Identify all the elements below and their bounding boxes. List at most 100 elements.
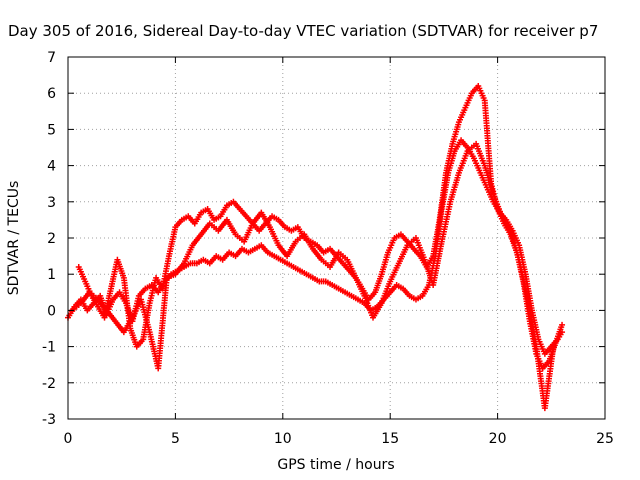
series-trace <box>279 257 288 266</box>
series-trace <box>257 222 267 232</box>
series-trace <box>105 309 117 323</box>
x-tick-label: 10 <box>274 431 292 447</box>
series-trace <box>241 247 250 255</box>
series-trace <box>71 302 82 312</box>
series-trace <box>111 291 121 301</box>
series-trace <box>277 218 287 229</box>
x-tick-label: 25 <box>596 431 614 447</box>
series-trace <box>305 272 314 280</box>
series-trace <box>388 283 398 294</box>
series-trace <box>200 207 209 215</box>
x-tick-label: 15 <box>381 431 399 447</box>
series-trace <box>335 254 345 265</box>
series-trace <box>331 283 340 291</box>
series-trace <box>430 219 443 257</box>
series-trace <box>215 254 224 262</box>
series-trace <box>478 172 489 188</box>
series-trace <box>79 291 91 305</box>
series-trace <box>379 280 393 304</box>
series-trace <box>459 139 469 149</box>
y-tick-label: 4 <box>47 159 56 175</box>
series-trace <box>232 200 242 211</box>
series-trace <box>328 247 338 258</box>
series-trace <box>292 265 301 273</box>
series-trace <box>144 283 153 291</box>
series-trace <box>322 247 331 255</box>
data-point <box>550 343 557 350</box>
series-trace <box>430 241 445 286</box>
series-trace <box>386 237 397 254</box>
series-trace <box>516 244 528 275</box>
y-tick-label: 1 <box>47 267 56 283</box>
series-trace <box>463 92 474 109</box>
y-tick-label: 6 <box>47 86 56 102</box>
series-trace <box>238 207 248 218</box>
series-trace <box>85 302 96 312</box>
series-trace <box>344 290 353 298</box>
series-trace <box>415 294 424 302</box>
series-trace <box>96 298 109 312</box>
data-points <box>65 82 566 412</box>
series-trace <box>271 214 280 222</box>
y-tick-label: -2 <box>42 376 56 392</box>
series-trace <box>181 214 190 222</box>
series-trace <box>135 338 145 348</box>
series-trace <box>208 222 220 232</box>
series-trace <box>500 215 513 232</box>
series-trace <box>122 316 135 334</box>
series-trace <box>244 215 255 225</box>
series-trace <box>393 232 402 240</box>
y-tick-label: 2 <box>47 231 56 247</box>
series-trace <box>311 247 323 261</box>
series-trace <box>225 219 238 236</box>
x-axis-label: GPS time / hours <box>277 457 394 473</box>
series-trace <box>542 346 557 409</box>
series-trace <box>399 233 409 243</box>
series-trace <box>436 172 449 221</box>
series-trace <box>345 259 358 279</box>
series-trace <box>541 359 551 370</box>
series-trace <box>370 305 379 313</box>
series-trace <box>138 299 152 333</box>
series-trace <box>395 283 404 291</box>
series-trace <box>367 291 377 301</box>
y-tick-label: -1 <box>42 340 56 356</box>
grid <box>68 57 605 419</box>
series-trace <box>373 273 384 293</box>
series-trace <box>315 244 325 254</box>
y-tick-label: 5 <box>47 122 56 138</box>
series-trace <box>408 294 417 302</box>
series-trace <box>196 257 205 266</box>
y-tick-label: 7 <box>47 50 56 66</box>
x-tick-label: 5 <box>171 431 180 447</box>
y-axis-label: SDTVAR / TECUs <box>6 181 22 296</box>
y-tick-label: 3 <box>47 195 56 211</box>
series-trace <box>285 240 298 257</box>
series-trace <box>290 225 299 233</box>
series-trace <box>337 286 346 295</box>
series-trace <box>470 84 480 95</box>
series-trace <box>456 150 470 174</box>
series-trace <box>183 261 192 269</box>
series-trace <box>273 254 282 262</box>
series-trace <box>137 287 147 298</box>
series-trace <box>353 277 367 297</box>
series-trace <box>324 279 334 287</box>
series-trace <box>312 276 321 284</box>
series-trace <box>189 260 198 267</box>
series-trace <box>160 255 172 290</box>
series-trace <box>259 211 272 229</box>
series-trace <box>76 266 88 282</box>
series-trace <box>466 142 477 153</box>
series-trace <box>202 257 211 266</box>
series-trace <box>348 269 358 279</box>
series-trace <box>166 226 178 257</box>
series-trace <box>474 143 487 167</box>
series-trace <box>268 226 281 246</box>
series-trace <box>457 107 468 123</box>
series-trace <box>448 172 462 203</box>
series-trace <box>328 251 341 268</box>
series-trace <box>173 262 186 276</box>
series-trace <box>155 277 170 369</box>
